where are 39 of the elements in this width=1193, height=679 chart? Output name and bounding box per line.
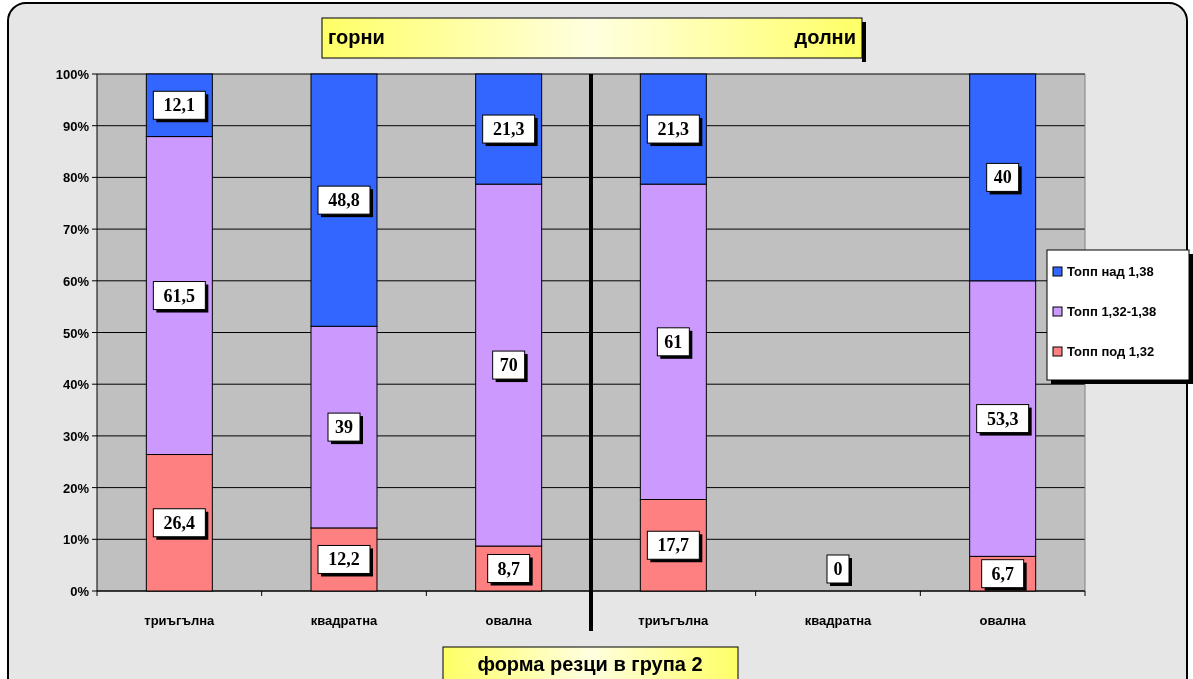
- data-label: 12,1: [163, 95, 196, 116]
- x-axis-title: форма резци в група 2: [477, 653, 703, 675]
- y-tick-label: 70%: [62, 222, 90, 238]
- y-tick-label: 0%: [70, 584, 90, 599]
- x-tick-label: овална: [979, 613, 1027, 628]
- data-label: 12,2: [328, 549, 360, 570]
- y-tick-label: 80%: [62, 170, 90, 186]
- text: горни: [328, 26, 385, 48]
- data-label: 61,5: [163, 285, 196, 306]
- x-tick-label: триъгълна: [638, 613, 710, 628]
- data-label: 0: [833, 559, 843, 579]
- data-label: 53,3: [986, 408, 1019, 429]
- data-label: 40: [993, 167, 1012, 188]
- data-label: 26,4: [163, 512, 196, 533]
- data-label: 39: [335, 417, 353, 438]
- legend-label: Топп над 1,38: [1067, 264, 1154, 279]
- text: долни: [794, 26, 856, 48]
- data-label: 48,8: [328, 190, 360, 211]
- data-label: 21,3: [657, 119, 690, 140]
- data-label: 61: [664, 331, 683, 352]
- y-tick-label: 100%: [55, 67, 90, 82]
- data-label: 17,7: [657, 535, 690, 556]
- y-tick-label: 20%: [62, 480, 90, 496]
- y-tick-label: 60%: [62, 273, 90, 289]
- x-tick-label: квадратна: [310, 613, 378, 628]
- legend-label: Топп под 1,32: [1067, 344, 1155, 359]
- data-label: 8,7: [497, 558, 520, 579]
- y-tick-label: 50%: [62, 325, 90, 341]
- y-tick-label: 10%: [62, 532, 90, 548]
- x-tick-label: триъгълна: [144, 613, 216, 628]
- data-label: 70: [499, 355, 518, 376]
- data-label: 21,3: [492, 119, 525, 140]
- x-tick-label: овална: [485, 613, 533, 628]
- y-tick-label: 30%: [62, 428, 90, 444]
- data-label: 6,7: [991, 563, 1014, 584]
- legend-label: Топп 1,32-1,38: [1067, 304, 1157, 319]
- y-tick-label: 40%: [62, 377, 90, 393]
- x-tick-label: квадратна: [804, 613, 872, 628]
- y-tick-label: 90%: [62, 118, 90, 134]
